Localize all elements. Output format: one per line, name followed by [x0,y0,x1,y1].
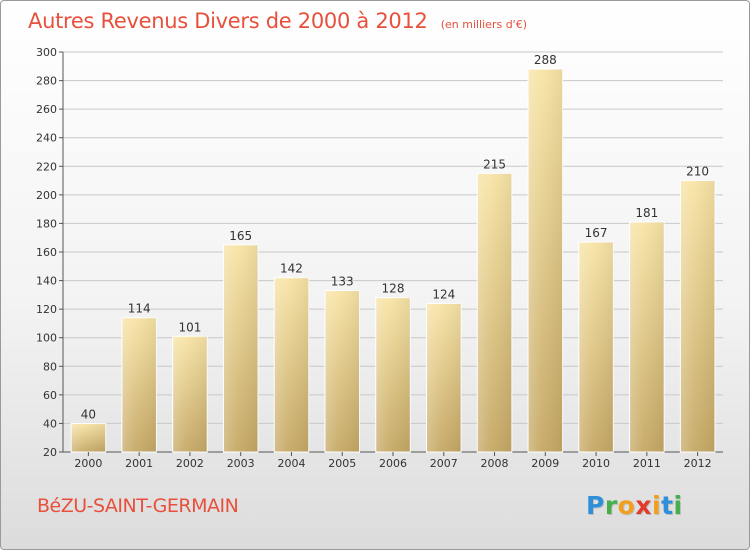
bar-value-label: 133 [331,275,354,289]
x-tick-label: 2003 [227,457,255,470]
bar-value-label: 124 [432,287,455,301]
y-tick-label: 220 [36,160,57,173]
y-tick-label: 200 [36,189,57,202]
x-tick-label: 2007 [430,457,458,470]
bar-value-label: 128 [382,282,405,296]
bar-shine [324,290,360,452]
x-tick-label: 2011 [633,457,661,470]
y-tick-label: 180 [36,217,57,230]
logo-letter: t [661,491,674,520]
y-tick-label: 60 [43,389,57,402]
x-tick-label: 2001 [125,457,153,470]
bar-value-label: 40 [81,407,96,421]
bar-shine [680,180,715,453]
proxiti-logo: Proxiti [586,491,683,520]
bar-shine [172,336,208,452]
x-tick-label: 2005 [328,457,356,470]
y-tick-label: 140 [36,275,57,288]
bar-value-label: 165 [229,229,252,243]
bar-shine [629,222,665,452]
bar-value-label: 167 [585,226,608,240]
x-tick-label: 2012 [684,457,712,470]
bar-value-label: 114 [128,302,151,316]
bar-value-label: 210 [686,165,709,179]
bar-shine [71,423,106,452]
bar-value-label: 101 [178,320,201,334]
chart-title-block: Autres Revenus Divers de 2000 à 2012 (en… [28,9,527,33]
bar-value-label: 288 [534,53,557,67]
bar-shine [375,297,411,452]
y-tick-label: 160 [36,246,57,259]
bar-value-label: 142 [280,262,303,276]
bar-shine [223,244,258,452]
y-tick-label: 40 [43,417,57,430]
bar-value-label: 181 [635,206,658,220]
chart-subtitle: (en milliers d'€) [440,18,527,31]
bar-shine [121,317,157,452]
y-tick-label: 80 [43,360,57,373]
logo-letter: r [604,491,618,520]
logo-letter: x [635,491,652,520]
bar-shine [578,242,614,452]
bar-shine [426,303,462,452]
x-tick-label: 2008 [481,457,509,470]
x-tick-label: 2004 [277,457,305,470]
x-tick-label: 2009 [531,457,559,470]
logo-letter: o [617,491,636,520]
logo-letter: P [586,491,605,520]
bar-shine [528,69,563,453]
logo-letter: i [652,491,662,520]
chart-title: Autres Revenus Divers de 2000 à 2012 [28,9,428,33]
y-tick-label: 100 [36,332,57,345]
x-tick-label: 2002 [176,457,204,470]
y-tick-label: 300 [36,46,57,59]
commune-name: BéZU-SAINT-GERMAIN [37,495,239,517]
y-tick-label: 240 [36,132,57,145]
x-tick-label: 2006 [379,457,407,470]
x-tick-label: 2000 [74,457,102,470]
y-tick-label: 120 [36,303,57,316]
y-tick-label: 260 [36,103,57,116]
logo-letter: i [673,491,683,520]
bar-shine [477,173,512,452]
bar-value-label: 215 [483,157,506,171]
x-tick-label: 2010 [582,457,610,470]
y-tick-label: 20 [43,446,57,459]
bar-shine [274,277,309,452]
y-tick-label: 280 [36,75,57,88]
